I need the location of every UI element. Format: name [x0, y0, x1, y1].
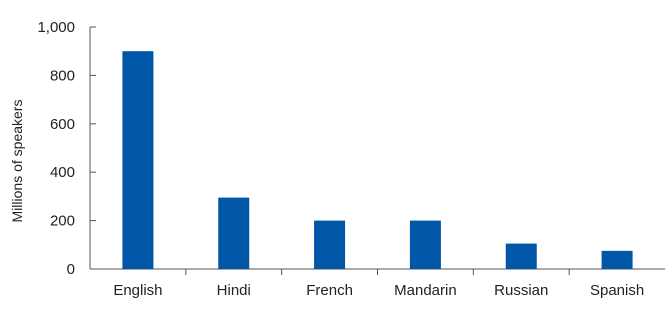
y-tick-label: 1,000: [37, 19, 75, 36]
bar-mandarin: [409, 220, 441, 269]
x-tick-label: Russian: [494, 282, 548, 299]
x-tick-label: Hindi: [217, 282, 251, 299]
x-tick-label: Spanish: [590, 282, 644, 299]
bar-english: [122, 51, 154, 270]
y-tick-label: 800: [50, 67, 75, 84]
y-tick-label: 600: [50, 116, 75, 133]
x-axis: English Hindi French Mandarin Russian Spanish: [90, 268, 665, 299]
y-tick-label: 0: [67, 261, 75, 278]
bar-hindi: [218, 197, 250, 269]
bars: [122, 51, 633, 270]
x-tick-label: French: [306, 282, 353, 299]
y-tick-label: 200: [50, 213, 75, 230]
bar-spanish: [601, 250, 633, 269]
x-tick-label: English: [113, 282, 162, 299]
y-axis-title: Millions of speakers: [9, 100, 25, 223]
bar-russian: [505, 243, 537, 269]
y-tick-label: 400: [50, 164, 75, 181]
bar-french: [314, 220, 346, 269]
x-tick-label: Mandarin: [394, 282, 457, 299]
y-axis: 0 200 400 600 800 1,000: [37, 19, 96, 278]
